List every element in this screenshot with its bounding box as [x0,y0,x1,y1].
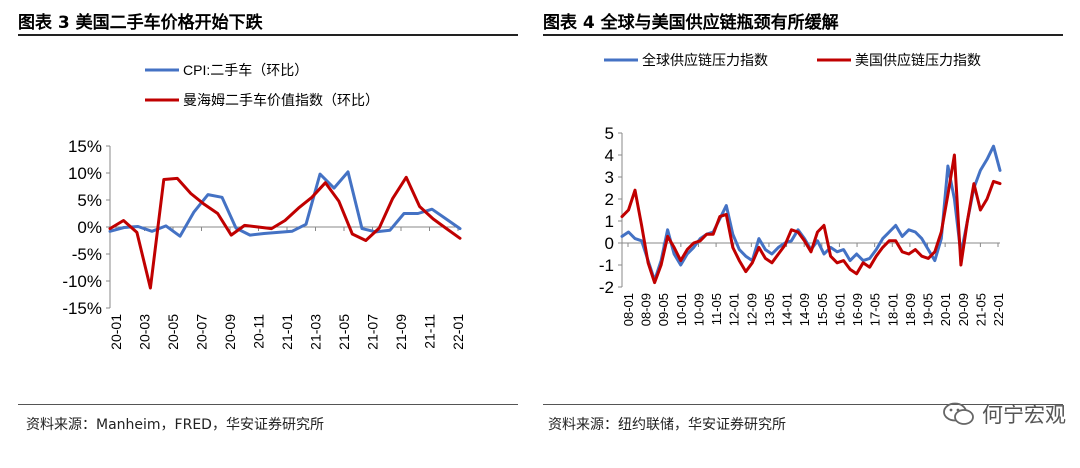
left-x-tick-label: 21-05 [336,314,352,350]
right-y-tick-label: -2 [599,278,614,297]
left-x-tick-label: 21-11 [422,314,438,349]
left-y-tick-label: 10% [68,164,102,183]
left-x-tick-label: 20-09 [222,314,238,350]
left-title-rule [18,34,518,36]
watermark-text: 何宁宏观 [982,403,1066,427]
left-source-note: 资料来源：Manheim，FRED，华安证券研究所 [26,417,324,433]
right-y-tick-label: 0 [605,234,614,253]
left-y-tick-label: -15% [62,299,102,318]
right-x-tick-label: 18-09 [903,293,918,326]
right-y-tick-label: 2 [605,190,614,209]
right-x-tick-label: 18-01 [885,293,900,326]
right-legend-label-2: 美国供应链压力指数 [855,52,981,68]
right-x-tick-label: 10-01 [674,293,689,326]
left-x-tick-label: 21-03 [308,314,324,350]
right-y-tick-label: 4 [605,146,614,165]
right-x-tick-label: 16-01 [832,293,847,326]
right-legend-label-1: 全球供应链压力指数 [642,52,768,68]
left-y-tick-label: 5% [77,191,102,210]
right-x-tick-label: 11-05 [709,293,724,325]
left-x-tick-label: 20-07 [194,314,210,350]
left-y-tick-label: 0% [77,218,102,237]
right-x-tick-label: 14-09 [797,293,812,326]
right-x-tick-label: 20-09 [956,293,971,326]
left-x-tick-label: 21-01 [279,314,295,350]
right-x-tick-label: 12-01 [727,293,742,326]
right-y-tick-label: 1 [605,212,614,231]
left-legend-label-1: CPI:二手车（环比） [183,62,308,78]
right-x-tick-label: 20-01 [938,293,953,326]
right-x-tick-label: 13-05 [762,293,777,326]
right-source-note: 资料来源：纽约联储，华安证券研究所 [548,417,786,433]
left-legend-label-2: 曼海姆二手车价值指数（环比） [183,92,379,108]
right-y-tick-label: -1 [599,256,614,275]
left-y-tick-label: 15% [68,137,102,156]
right-x-tick-label: 17-05 [868,293,883,326]
left-y-tick-label: -5% [72,245,102,264]
right-x-tick-label: 15-05 [815,293,830,326]
left-source-rule [18,404,518,405]
right-x-tick-label: 16-09 [850,293,865,326]
right-x-tick-label: 21-05 [973,293,988,326]
right-x-tick-label: 08-09 [639,293,654,326]
wechat-icon [942,402,976,426]
left-series-line-1 [108,170,462,238]
left-x-tick-label: 22-01 [450,314,466,350]
watermark: 何宁宏观 [942,399,1066,429]
right-y-tick-label: 3 [605,168,614,187]
left-x-tick-label: 20-11 [251,314,267,349]
left-figure-title: 图表 3 美国二手车价格开始下跌 [18,13,263,33]
left-series-line-2 [108,175,462,290]
left-x-tick-label: 20-05 [165,314,181,350]
left-x-tick-label: 21-09 [393,314,409,350]
right-x-tick-label: 22-01 [991,293,1006,326]
left-y-tick-label: -10% [62,272,102,291]
left-x-tick-label: 21-07 [365,314,381,350]
left-x-tick-label: 20-03 [137,314,153,350]
right-y-tick-label: 5 [605,124,614,143]
right-x-tick-label: 19-05 [921,293,936,326]
right-series-line-2 [620,153,1002,285]
right-figure-title: 图表 4 全球与美国供应链瓶颈有所缓解 [543,13,839,33]
right-x-tick-label: 10-09 [691,293,706,326]
right-x-tick-label: 09-05 [656,293,671,326]
right-source-rule [543,404,1063,405]
right-x-tick-label: 08-01 [621,293,636,326]
right-title-rule [543,34,1063,36]
left-x-tick-label: 20-01 [108,314,124,350]
right-x-tick-label: 14-01 [780,293,795,326]
right-x-tick-label: 12-09 [744,293,759,326]
